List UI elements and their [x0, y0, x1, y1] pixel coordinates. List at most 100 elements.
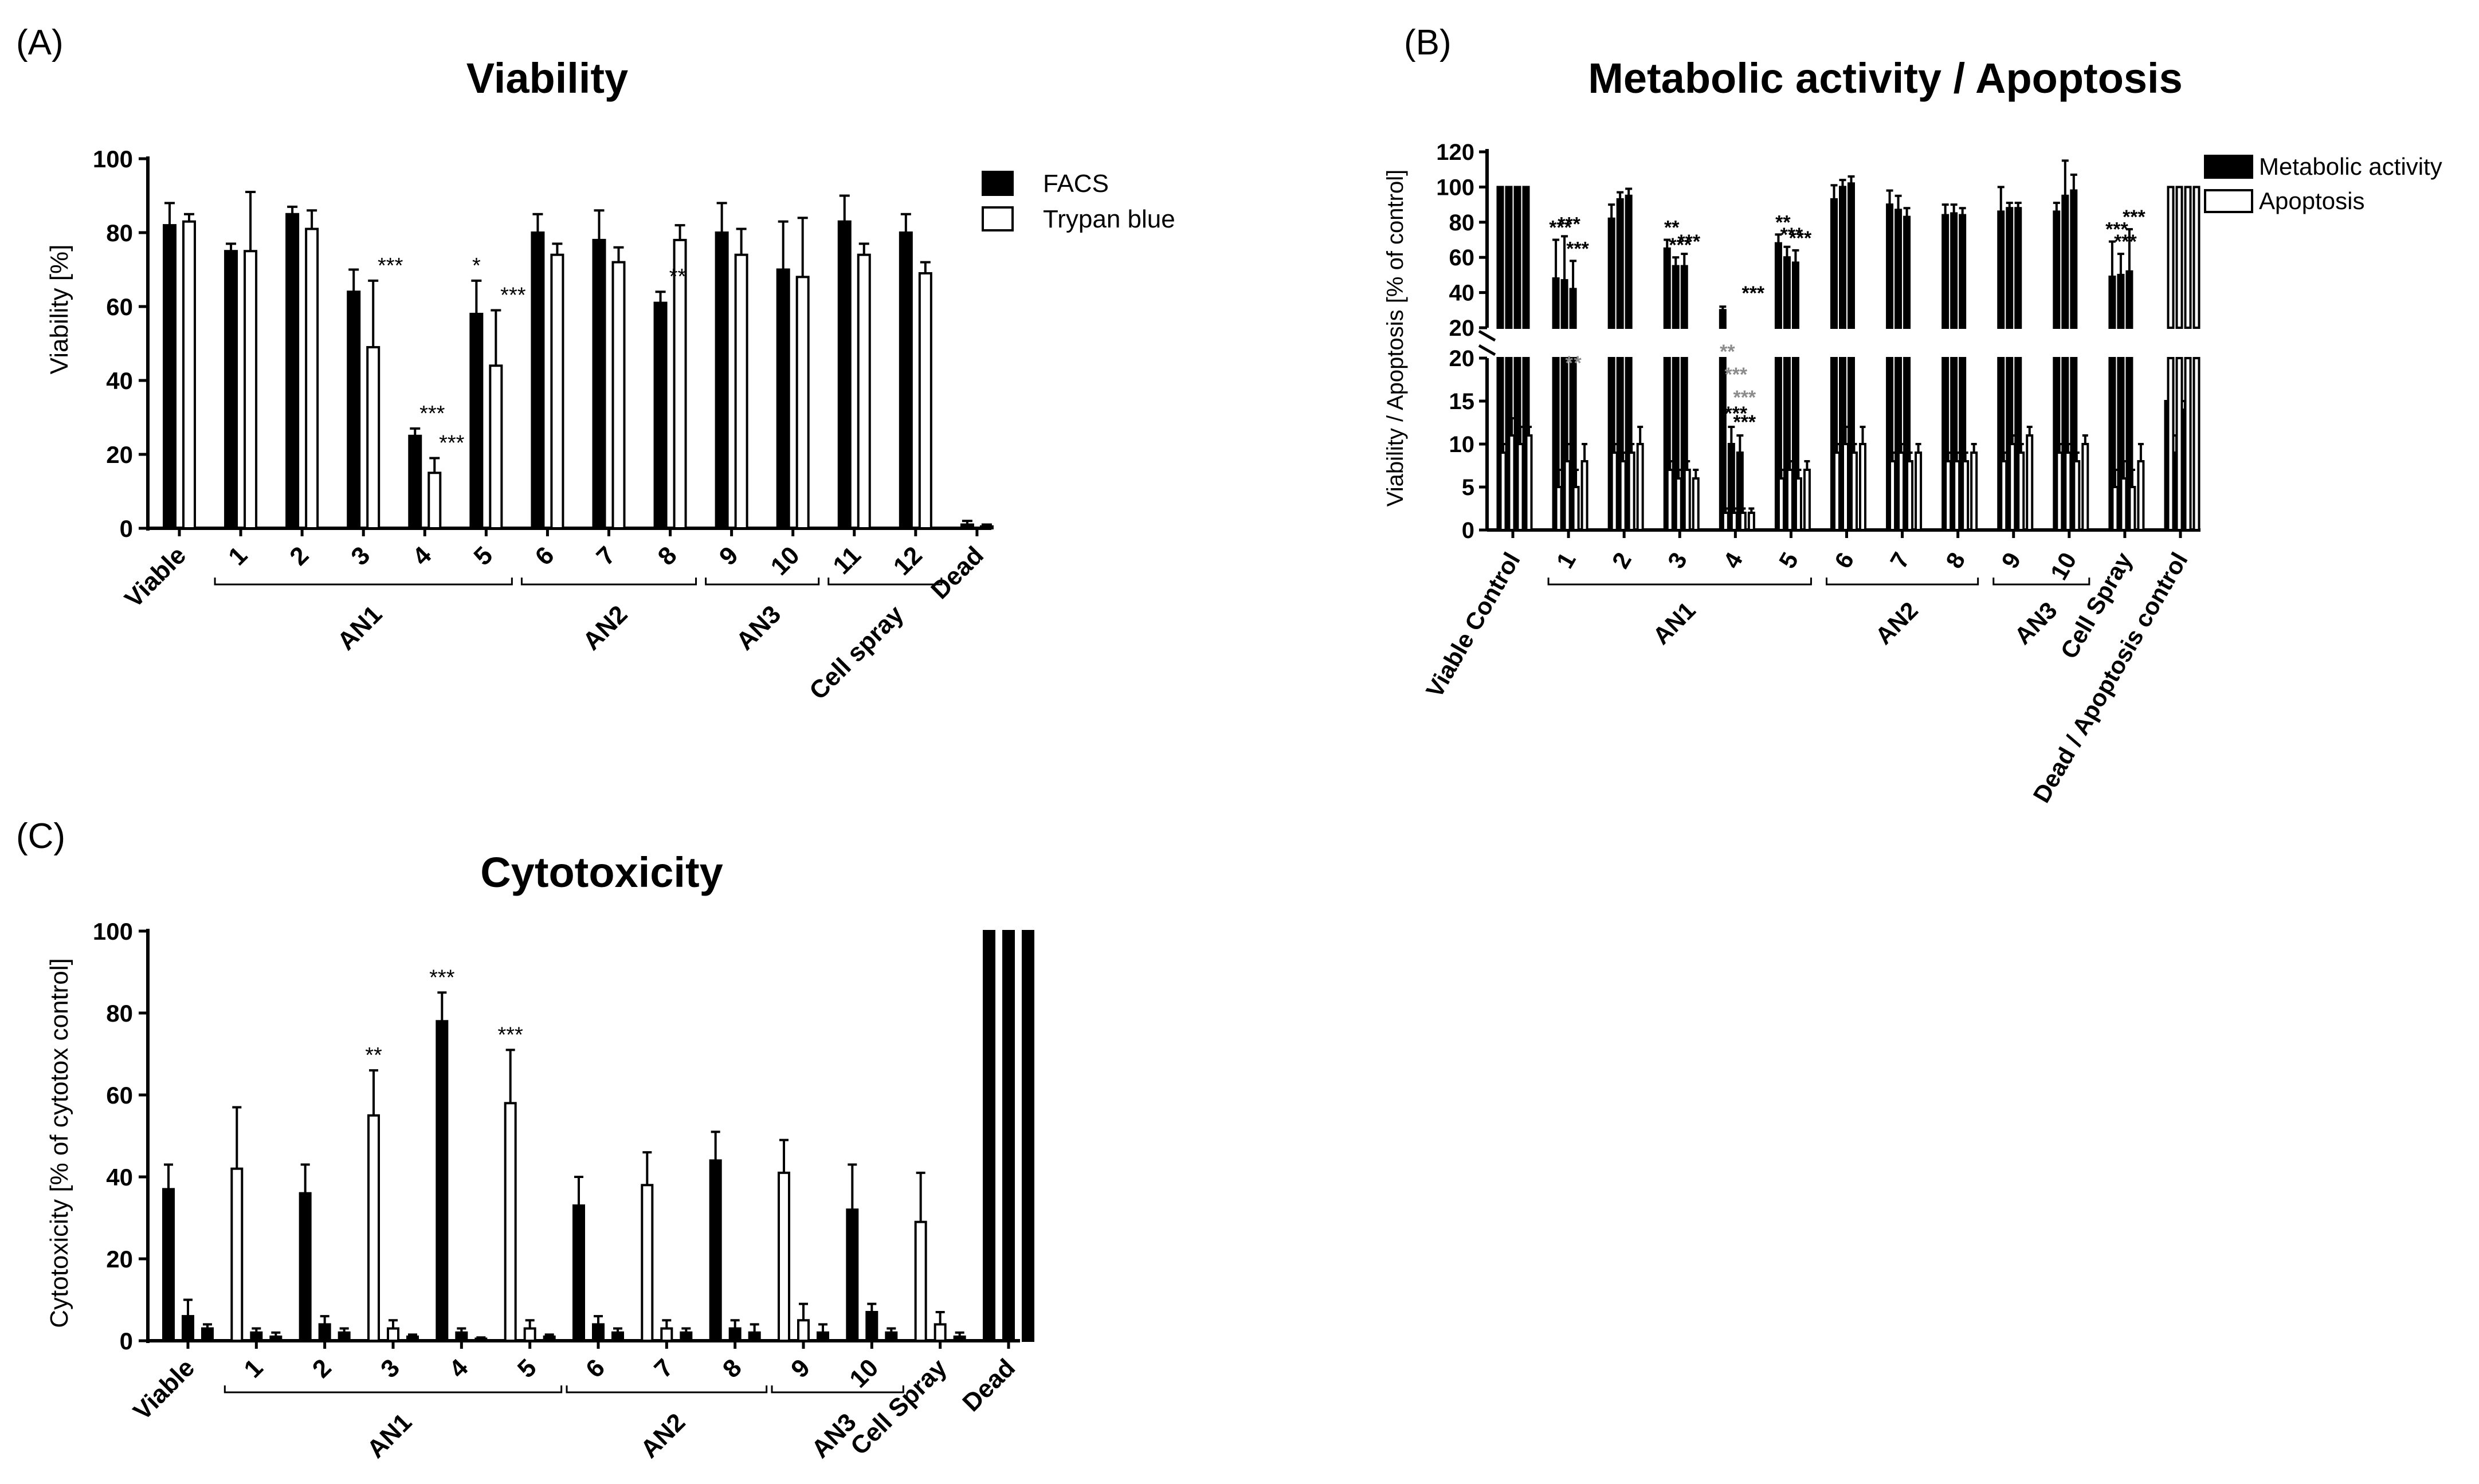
- bar-metabolic: [1774, 242, 1782, 329]
- bar-metabolic: [1839, 186, 1846, 329]
- bar-trypan: [918, 272, 932, 529]
- group-bracket: [223, 1385, 563, 1393]
- legend-label: FACS: [1043, 170, 1109, 198]
- bar-cytotox: [641, 1184, 654, 1342]
- x-tick-label: 9: [1996, 548, 2026, 573]
- bar-apoptosis: [1970, 452, 1978, 531]
- bar-cytotox: [201, 1327, 214, 1342]
- bar-apoptosis: [1739, 512, 1747, 531]
- bar-apoptosis: [1508, 434, 1516, 531]
- bar-metabolic: [1616, 198, 1624, 329]
- bar-apoptosis: [1842, 443, 1849, 531]
- bar-metabolic: [2108, 275, 2116, 329]
- bar-cytotox: [406, 1335, 419, 1342]
- bar-facs: [776, 268, 790, 529]
- bar-metabolic: [2117, 273, 2125, 329]
- significance-star: ***: [1566, 238, 1589, 260]
- x-tick-label: 1: [1551, 548, 1580, 573]
- bar-cytotox: [474, 1337, 488, 1342]
- x-tick-label: 10: [2045, 548, 2082, 584]
- x-tick-label: 10: [844, 1353, 884, 1393]
- bar-metabolic: [1997, 210, 2005, 329]
- bar-apoptosis: [2111, 486, 2119, 531]
- y-tick-label: 15: [1449, 389, 1475, 414]
- bar-metabolic: [2006, 207, 2014, 329]
- bar-apoptosis: [1692, 477, 1700, 531]
- bar-metabolic: [2014, 207, 2022, 329]
- x-tick-label: Viable: [119, 541, 191, 613]
- legend-label: Metabolic activity: [2259, 153, 2442, 180]
- x-tick-label: 3: [1662, 548, 1692, 573]
- bar-facs: [960, 523, 974, 529]
- y-tick-label: 100: [93, 918, 133, 945]
- significance-star: ***: [2105, 219, 2128, 241]
- bar-apoptosis: [1627, 452, 1635, 531]
- bar-trypan: [734, 253, 748, 529]
- bar-trypan: [182, 220, 196, 529]
- x-tick-label: 6: [580, 1353, 610, 1383]
- bar-apoptosis: [2009, 443, 2017, 531]
- legend-swatch: [2204, 155, 2253, 179]
- bar-trypan: [795, 276, 810, 529]
- x-tick-label: 7: [649, 1353, 678, 1383]
- bar-cytotox: [933, 1323, 947, 1342]
- legend-swatch: [982, 206, 1014, 231]
- y-tick-label: 0: [120, 1328, 133, 1355]
- group-bracket: [214, 578, 513, 586]
- bar-cytotox: [367, 1114, 380, 1342]
- bar-facs: [285, 213, 300, 529]
- panel-a-title: Viability: [466, 54, 628, 102]
- x-tick-label: Dead: [925, 541, 989, 604]
- bar-cytotox: [162, 1188, 175, 1342]
- bar-trypan: [611, 261, 626, 529]
- bar-apoptosis: [1610, 452, 1618, 531]
- x-tick-label: 2: [284, 541, 314, 571]
- significance-star: ***: [1789, 227, 1812, 249]
- x-tick-label: 4: [1718, 547, 1748, 572]
- bar-apoptosis: [1833, 452, 1841, 531]
- bar-metabolic: [2061, 194, 2069, 329]
- bar-apoptosis: [1563, 460, 1571, 531]
- bar-facs: [224, 250, 238, 529]
- x-tick-label: Viable: [128, 1353, 200, 1426]
- significance-star-gray: *: [1574, 352, 1582, 374]
- significance-star: ***: [439, 431, 465, 455]
- bar-apoptosis: [2167, 186, 2175, 329]
- group-bracket: [771, 1385, 904, 1393]
- bar-cytotox: [846, 1208, 859, 1342]
- bar-apoptosis: [2184, 357, 2192, 531]
- significance-star: ***: [500, 283, 526, 307]
- x-tick-label: Dead: [957, 1353, 1021, 1417]
- bar-apoptosis: [1674, 477, 1682, 531]
- y-tick-label: 60: [106, 293, 133, 320]
- bar-apoptosis: [2000, 460, 2008, 531]
- panel-a-ylabel: Viability [%]: [45, 245, 73, 375]
- bar-apoptosis: [1721, 512, 1729, 531]
- x-tick-label: 8: [653, 541, 682, 571]
- panel-b-plot: 20 40 60 80 100 120 0 5 10 15 20 Viable Control 1 2 3 4…: [1421, 140, 2442, 807]
- significance-star: ***: [1724, 403, 1747, 425]
- y-tick-label: 40: [106, 1164, 133, 1191]
- legend-swatch: [2204, 189, 2253, 213]
- bar-facs: [163, 224, 176, 530]
- bar-cytotox: [1002, 930, 1015, 1342]
- x-tick-label: 8: [1940, 548, 1970, 573]
- bar-apoptosis: [1666, 469, 1674, 531]
- bar-metabolic: [1625, 194, 1633, 329]
- bar-trypan: [244, 250, 258, 529]
- bar-metabolic: [1513, 186, 1521, 329]
- y-tick-label: 20: [1449, 316, 1475, 341]
- y-tick-label: 40: [1449, 281, 1475, 306]
- significance-star: **: [1775, 211, 1791, 233]
- bar-metabolic: [1663, 247, 1671, 329]
- x-tick-label: 2: [307, 1353, 337, 1383]
- bar-cytotox: [914, 1220, 927, 1342]
- panel-b-title: Metabolic activity / Apoptosis: [1588, 54, 2183, 102]
- x-tick-label: 12: [888, 541, 928, 580]
- bar-cytotox: [269, 1335, 283, 1342]
- bar-cytotox: [387, 1327, 399, 1342]
- panel-b-ylabel: Viability / Apoptosis [% of control]: [1383, 170, 1408, 507]
- significance-star: ***: [2123, 206, 2145, 228]
- bar-apoptosis: [1794, 477, 1802, 531]
